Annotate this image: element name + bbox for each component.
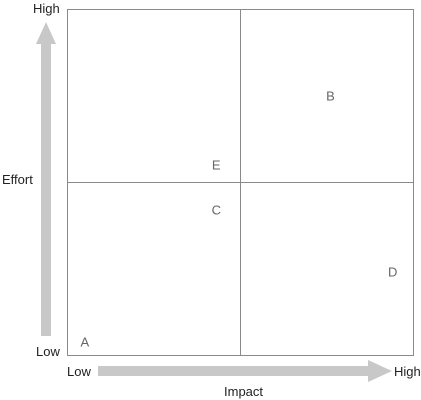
impact-arrow — [98, 360, 392, 382]
x-axis-title: Impact — [224, 384, 264, 399]
point-label-d: D — [388, 264, 398, 280]
y-axis-high-label: High — [33, 1, 60, 16]
point-label-a: A — [80, 334, 90, 350]
y-axis-low-label: Low — [36, 344, 60, 359]
point-label-c: C — [211, 202, 221, 218]
x-axis-low-label: Low — [67, 364, 91, 379]
x-axis-high-label: High — [394, 364, 421, 379]
point-label-e: E — [211, 157, 221, 173]
point-label-b: B — [326, 88, 335, 104]
effort-arrow — [36, 22, 56, 336]
y-axis-title: Effort — [2, 172, 33, 187]
